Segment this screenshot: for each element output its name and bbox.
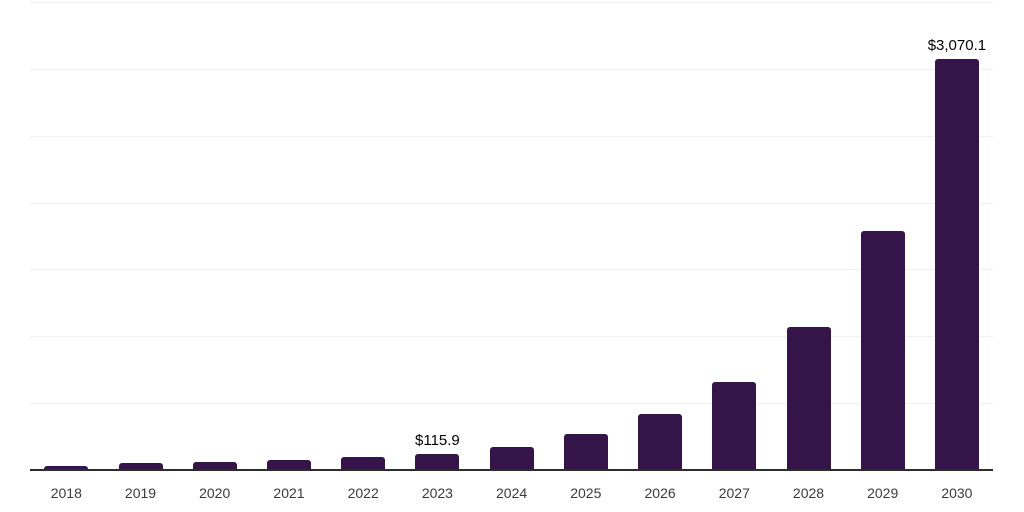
bar-2021 (267, 460, 311, 469)
bar-2029 (860, 230, 905, 469)
data-label-2030: $3,070.1 (927, 36, 987, 54)
x-tick-label-2024: 2024 (496, 485, 528, 501)
bar-2018 (44, 466, 89, 469)
x-tick-label-2019: 2019 (124, 485, 157, 501)
x-tick-label-2026: 2026 (644, 485, 676, 501)
plot-area: $115.9 $3,070.1 (30, 2, 993, 471)
x-tick-label-2027: 2027 (718, 485, 750, 501)
gridline-500 (30, 403, 993, 405)
x-tick-label-2018: 2018 (50, 485, 82, 501)
x-tick-label-2021: 2021 (273, 485, 305, 501)
x-axis-line (30, 469, 993, 471)
bar-2028 (786, 326, 831, 469)
bar-2023 (415, 453, 460, 469)
x-tick-label-2020: 2020 (199, 485, 231, 501)
bar-2019 (118, 462, 163, 469)
bar-2027 (712, 382, 757, 469)
gridline-3500 (30, 2, 993, 3)
x-tick-label-2022: 2022 (347, 485, 379, 501)
x-tick-label-2025: 2025 (570, 485, 602, 501)
data-label-2023: $115.9 (415, 431, 460, 449)
x-tick-label-2029: 2029 (867, 485, 899, 501)
gridline-1000 (30, 336, 993, 338)
gridline-2500 (30, 135, 993, 137)
x-tick-label-2023: 2023 (421, 485, 453, 501)
bar-2026 (638, 413, 683, 469)
bar-2025 (563, 434, 608, 469)
gridline-2000 (30, 202, 993, 204)
bar-2020 (192, 461, 237, 469)
gridline-3000 (30, 68, 993, 70)
bar-2030 (934, 58, 979, 469)
x-tick-label-2028: 2028 (792, 485, 825, 501)
x-tick-label-2030: 2030 (941, 485, 973, 501)
bar-2024 (489, 446, 534, 469)
gridline-1500 (30, 269, 993, 271)
bar-2022 (341, 457, 386, 469)
